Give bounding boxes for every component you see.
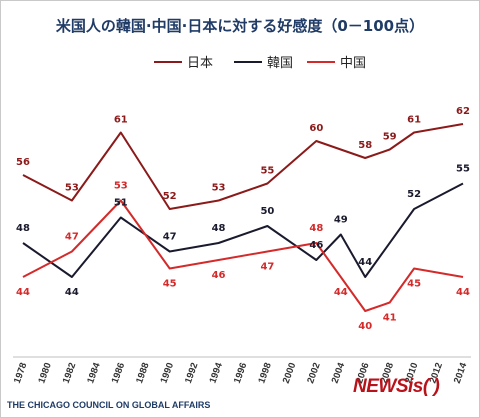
x-tick-label: 2014 <box>452 361 470 385</box>
legend-label-2: 韓国 <box>267 56 293 71</box>
data-label-series-2: 46 <box>309 240 323 251</box>
data-label-series-3: 47 <box>260 262 274 273</box>
x-tick-label: 2002 <box>305 361 323 385</box>
data-label-series-2: 44 <box>358 257 372 268</box>
news-watermark-logo: NEWSis( ) <box>353 376 440 397</box>
data-label-series-1: 62 <box>456 106 470 117</box>
data-label-series-3: 46 <box>212 270 226 281</box>
data-label-series-1: 53 <box>212 183 226 194</box>
data-label-series-3: 44 <box>456 287 470 298</box>
data-label-series-1: 53 <box>65 183 79 194</box>
x-tick-label: 1978 <box>12 361 30 385</box>
x-tick-label: 1982 <box>61 361 79 385</box>
data-label-series-3: 40 <box>358 321 372 332</box>
series-line-2 <box>22 182 464 278</box>
data-label-series-3: 47 <box>65 232 79 243</box>
data-label-series-1: 56 <box>16 157 30 168</box>
x-tick-label: 1980 <box>36 361 54 385</box>
data-label-series-3: 45 <box>407 279 421 290</box>
data-label-series-2: 44 <box>65 287 79 298</box>
data-label-series-1: 58 <box>358 140 372 151</box>
data-label-series-2: 52 <box>407 189 421 200</box>
x-tick-label: 1990 <box>159 361 177 385</box>
data-label-series-3: 48 <box>309 223 323 234</box>
x-tick-label: 1998 <box>256 361 274 385</box>
series-line-1 <box>22 123 464 210</box>
data-label-series-1: 59 <box>383 132 397 143</box>
x-tick-label: 1986 <box>110 361 128 385</box>
data-label-series-2: 47 <box>163 232 177 243</box>
data-label-series-1: 52 <box>163 191 177 202</box>
data-label-series-2: 55 <box>456 164 470 175</box>
legend-label-3: 中国 <box>340 56 366 71</box>
x-tick-label: 1992 <box>183 361 201 385</box>
x-tick-label: 1996 <box>232 361 250 385</box>
data-label-series-2: 48 <box>16 223 30 234</box>
data-label-series-3: 53 <box>114 181 128 192</box>
chart-title: 米国人の韓国·中国·日本に対する好感度（0－100点） <box>55 17 425 35</box>
x-tick-label: 2000 <box>281 361 299 385</box>
data-label-series-3: 45 <box>163 279 177 290</box>
data-label-series-2: 50 <box>260 206 274 217</box>
data-label-series-3: 44 <box>16 287 30 298</box>
series-line-3 <box>22 199 464 312</box>
data-label-series-2: 48 <box>212 223 226 234</box>
source-note: THE CHICAGO COUNCIL ON GLOBAL AFFAIRS <box>7 400 211 410</box>
data-label-series-1: 55 <box>260 166 274 177</box>
data-label-series-2: 51 <box>114 198 128 209</box>
data-label-series-1: 61 <box>114 115 128 126</box>
x-tick-label: 2004 <box>330 361 348 385</box>
x-tick-label: 1988 <box>134 361 152 385</box>
data-label-series-3: 41 <box>383 313 397 324</box>
x-tick-label: 1984 <box>85 361 103 385</box>
data-label-series-2: 49 <box>334 215 348 226</box>
data-label-series-1: 60 <box>309 123 323 134</box>
data-label-series-3: 44 <box>334 287 348 298</box>
data-label-series-1: 61 <box>407 115 421 126</box>
legend-label-1: 日本 <box>187 56 213 71</box>
x-tick-label: 1994 <box>207 361 225 385</box>
